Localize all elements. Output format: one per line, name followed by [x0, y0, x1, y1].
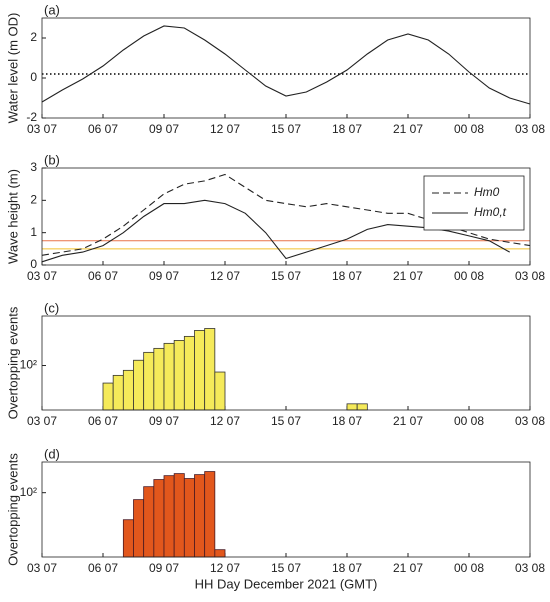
bar: [183, 478, 195, 558]
x-tick-label: 21 07: [393, 122, 423, 136]
y-tick-label: 10²: [20, 485, 37, 499]
bar: [214, 549, 226, 558]
x-tick-label: 18 07: [332, 269, 362, 283]
legend-box: [423, 175, 525, 231]
x-tick-label: 15 07: [271, 561, 301, 575]
x-tick-label: 12 07: [210, 122, 240, 136]
panel-label: (b): [44, 152, 60, 167]
bar: [153, 479, 165, 558]
x-tick-label: 18 07: [332, 561, 362, 575]
x-tick-label: 21 07: [393, 414, 423, 428]
bar: [163, 475, 175, 558]
bar: [143, 486, 155, 558]
x-tick-label: 18 07: [332, 414, 362, 428]
bar: [143, 351, 155, 411]
bar: [346, 403, 358, 411]
bar: [204, 328, 216, 411]
x-tick-label: 06 07: [88, 122, 118, 136]
bar: [102, 382, 114, 411]
x-tick-label: 06 07: [88, 414, 118, 428]
bar: [173, 473, 185, 558]
x-tick-label: 03 08: [515, 561, 545, 575]
bar: [153, 347, 165, 411]
bar: [133, 359, 145, 411]
x-tick-label: 09 07: [149, 269, 179, 283]
bar: [122, 369, 134, 411]
x-tick-label: 12 07: [210, 561, 240, 575]
bar: [214, 371, 226, 411]
y-tick-label: 0: [30, 257, 37, 271]
y-tick-label: 2: [30, 30, 37, 44]
axes-box: [41, 167, 531, 266]
x-tick-label: 03 08: [515, 414, 545, 428]
legend-label: Hm0,t: [474, 205, 507, 219]
x-tick-label: 03 08: [515, 122, 545, 136]
axes-box: [41, 315, 531, 411]
bar: [194, 330, 206, 411]
x-tick-label: 06 07: [88, 561, 118, 575]
panel-label: (d): [44, 446, 60, 461]
bar: [183, 335, 195, 411]
x-tick-label: 21 07: [393, 269, 423, 283]
bar: [122, 519, 134, 558]
x-tick-label: 09 07: [149, 414, 179, 428]
x-tick-label: 00 08: [454, 561, 484, 575]
x-tick-label: 15 07: [271, 269, 301, 283]
line-series: [41, 25, 531, 105]
x-tick-label: 15 07: [271, 122, 301, 136]
bar: [163, 342, 175, 411]
x-tick-label: 18 07: [332, 122, 362, 136]
y-axis-label: Water level (m OD): [5, 13, 20, 124]
x-tick-label: 03 07: [27, 561, 57, 575]
y-tick-label: 3: [30, 160, 37, 174]
y-axis-label: Overtopping events: [5, 306, 20, 419]
bar: [194, 474, 206, 558]
axes-box: [41, 17, 531, 119]
bar: [356, 403, 368, 411]
y-tick-label: 1: [30, 225, 37, 239]
y-tick-label: 10²: [20, 358, 37, 372]
x-tick-label: 15 07: [271, 414, 301, 428]
x-tick-label: 09 07: [149, 561, 179, 575]
x-tick-label: 09 07: [149, 122, 179, 136]
x-tick-label: 06 07: [88, 269, 118, 283]
x-tick-label: 21 07: [393, 561, 423, 575]
y-tick-label: 0: [30, 70, 37, 84]
axes-box: [41, 461, 531, 558]
x-tick-label: 12 07: [210, 269, 240, 283]
x-tick-label: 00 08: [454, 269, 484, 283]
x-tick-label: 00 08: [454, 122, 484, 136]
bar: [204, 471, 216, 558]
x-tick-label: 03 07: [27, 414, 57, 428]
x-tick-label: 03 07: [27, 122, 57, 136]
bar: [133, 499, 145, 558]
x-tick-label: 03 07: [27, 269, 57, 283]
legend-label: Hm0: [474, 185, 500, 199]
y-axis-label: Overtopping events: [5, 453, 20, 566]
bar: [173, 340, 185, 411]
x-tick-label: 03 08: [515, 269, 545, 283]
y-axis-label: Wave height (m): [5, 169, 20, 264]
y-tick-label: -2: [26, 110, 37, 124]
bar: [112, 374, 124, 411]
panel-label: (c): [44, 300, 59, 315]
x-tick-label: 00 08: [454, 414, 484, 428]
x-tick-label: 12 07: [210, 414, 240, 428]
y-tick-label: 2: [30, 193, 37, 207]
panel-label: (a): [44, 2, 60, 17]
x-axis-label: HH Day December 2021 (GMT): [195, 576, 378, 591]
